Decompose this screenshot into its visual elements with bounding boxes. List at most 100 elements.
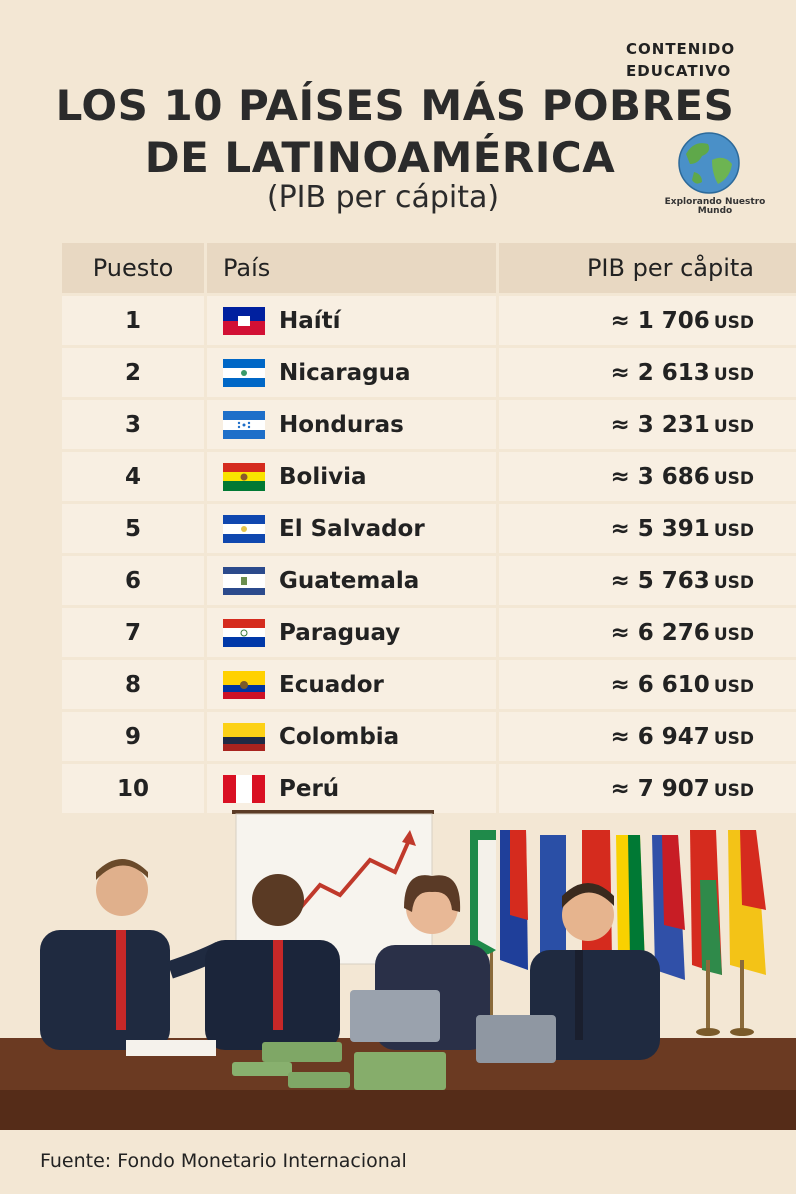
rank-cell: 2 <box>62 348 207 397</box>
rank-cell: 10 <box>62 764 207 813</box>
country-cell: Haítí <box>207 296 499 345</box>
gdp-cell: ≈ 1 706 USD <box>499 296 796 345</box>
gdp-unit: USD <box>713 676 754 697</box>
country-name: El Salvador <box>279 515 425 542</box>
gdp-cell: ≈ 6 276 USD <box>499 608 796 657</box>
gdp-cell: ≈ 6 947 USD <box>499 712 796 761</box>
header-rank: Puesto <box>62 243 207 293</box>
rank-cell: 8 <box>62 660 207 709</box>
nicaragua-flag-icon <box>223 358 265 387</box>
educational-content-badge: CONTENIDO EDUCATIVO <box>626 38 756 82</box>
gdp-unit: USD <box>713 572 754 593</box>
logo-text: Explorando Nuestro Mundo <box>664 197 766 216</box>
country-name: Ecuador <box>279 671 384 698</box>
rank-cell: 9 <box>62 712 207 761</box>
table-row: 5 El Salvador ≈ 5 391 USD <box>62 504 796 553</box>
gdp-value: ≈ 6 276 <box>610 619 710 646</box>
country-cell: Guatemala <box>207 556 499 605</box>
person-1 <box>40 859 225 1050</box>
gdp-unit: USD <box>713 624 754 645</box>
gdp-unit: USD <box>713 728 754 749</box>
country-name: Colombia <box>279 723 400 750</box>
gdp-cell: ≈ 3 686 USD <box>499 452 796 501</box>
gdp-cell: ≈ 2 613 USD <box>499 348 796 397</box>
country-name: Bolivia <box>279 463 367 490</box>
person-3 <box>350 875 490 1050</box>
title-line-1: LOS 10 PAÍSES MÁS POBRES <box>55 81 735 130</box>
source-citation: Fuente: Fondo Monetario Internacional <box>40 1150 407 1172</box>
gdp-value: ≈ 5 763 <box>610 567 710 594</box>
gdp-unit: USD <box>713 468 754 489</box>
country-name: Haítí <box>279 307 341 334</box>
gdp-value: ≈ 7 907 <box>610 775 710 802</box>
country-name: Guatemala <box>279 567 420 594</box>
rank-cell: 5 <box>62 504 207 553</box>
rank-cell: 7 <box>62 608 207 657</box>
gdp-value: ≈ 5 391 <box>610 515 710 542</box>
table-row: 6 Guatemala ≈ 5 763 USD <box>62 556 796 605</box>
table-row: 1 Haítí ≈ 1 706 USD <box>62 296 796 345</box>
country-cell: Bolivia <box>207 452 499 501</box>
gdp-value: ≈ 2 613 <box>610 359 710 386</box>
table-row: 3 Honduras ≈ 3 231 USD <box>62 400 796 449</box>
country-cell: Ecuador <box>207 660 499 709</box>
table-row: 4 Bolivia ≈ 3 686 USD <box>62 452 796 501</box>
country-cell: Perú <box>207 764 499 813</box>
gdp-cell: ≈ 5 391 USD <box>499 504 796 553</box>
country-name: Honduras <box>279 411 404 438</box>
person-4 <box>476 883 660 1063</box>
table-row: 10 Perú ≈ 7 907 USD <box>62 764 796 813</box>
money-stacks <box>126 1040 446 1090</box>
rank-cell: 6 <box>62 556 207 605</box>
business-meeting-illustration <box>0 800 796 1130</box>
gdp-value: ≈ 3 686 <box>610 463 710 490</box>
honduras-flag-icon <box>223 410 265 439</box>
rank-cell: 4 <box>62 452 207 501</box>
gdp-value: ≈ 3 231 <box>610 411 710 438</box>
table-row: 9 Colombia ≈ 6 947 USD <box>62 712 796 761</box>
colombia-flag-icon <box>223 722 265 751</box>
country-cell: Colombia <box>207 712 499 761</box>
flags-row <box>470 830 766 1040</box>
haiti-flag-icon <box>223 306 265 335</box>
paraguay-flag-icon <box>223 618 265 647</box>
gdp-cell: ≈ 5 763 USD <box>499 556 796 605</box>
country-cell: Paraguay <box>207 608 499 657</box>
gdp-value: ≈ 6 610 <box>610 671 710 698</box>
gdp-cell: ≈ 3 231 USD <box>499 400 796 449</box>
guatemala-flag-icon <box>223 566 265 595</box>
rank-cell: 1 <box>62 296 207 345</box>
ranking-table: Puesto País PIB per cåpita 1 Haítí ≈ 1 7… <box>62 240 796 816</box>
country-name: Perú <box>279 775 340 802</box>
badge-line-2: EDUCATIVO <box>626 62 732 80</box>
table-row: 7 Paraguay ≈ 6 276 USD <box>62 608 796 657</box>
header-country: País <box>207 243 499 293</box>
gdp-cell: ≈ 7 907 USD <box>499 764 796 813</box>
bolivia-flag-icon <box>223 462 265 491</box>
table-row: 8 Ecuador ≈ 6 610 USD <box>62 660 796 709</box>
table-row: 2 Nicaragua ≈ 2 613 USD <box>62 348 796 397</box>
country-name: Nicaragua <box>279 359 411 386</box>
table-header-row: Puesto País PIB per cåpita <box>62 243 796 293</box>
badge-line-1: CONTENIDO <box>626 40 736 58</box>
el-salvador-flag-icon <box>223 514 265 543</box>
peru-flag-icon <box>223 774 265 803</box>
header-gdp: PIB per cåpita <box>499 243 796 293</box>
gdp-unit: USD <box>713 364 754 385</box>
gdp-unit: USD <box>713 520 754 541</box>
gdp-unit: USD <box>713 312 754 333</box>
title-line-2: DE LATINOAMÉRICA <box>144 133 616 182</box>
globe-icon <box>672 130 762 220</box>
ecuador-flag-icon <box>223 670 265 699</box>
page-title: LOS 10 PAÍSES MÁS POBRES DE LATINOAMÉRIC… <box>0 80 796 184</box>
person-2 <box>205 874 340 1050</box>
gdp-cell: ≈ 6 610 USD <box>499 660 796 709</box>
country-cell: El Salvador <box>207 504 499 553</box>
country-name: Paraguay <box>279 619 401 646</box>
gdp-value: ≈ 6 947 <box>610 723 710 750</box>
country-cell: Honduras <box>207 400 499 449</box>
gdp-value: ≈ 1 706 <box>610 307 710 334</box>
rank-cell: 3 <box>62 400 207 449</box>
gdp-unit: USD <box>713 780 754 801</box>
country-cell: Nicaragua <box>207 348 499 397</box>
